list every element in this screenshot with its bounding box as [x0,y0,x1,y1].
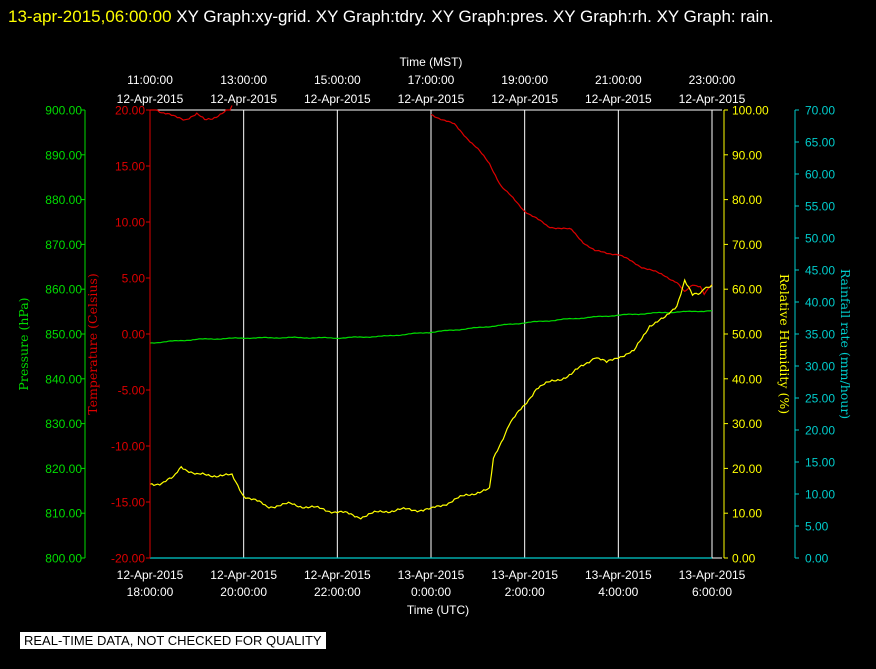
humidity-tick-label: 10.00 [732,507,762,521]
rainfall-tick-label: 40.00 [805,296,835,310]
top-tick-time: 15:00:00 [314,73,361,87]
top-tick-time: 19:00:00 [501,73,548,87]
rainfall-tick-label: 10.00 [805,488,835,502]
top-tick-date: 12-Apr-2015 [117,92,184,106]
top-tick-date: 12-Apr-2015 [679,92,746,106]
humidity-tick-label: 70.00 [732,238,762,252]
bottom-tick-time: 22:00:00 [314,585,361,599]
top-axis-title: Time (MST) [400,55,463,69]
temperature-tick-label: 15.00 [115,160,145,174]
temperature-tick-label: 0.00 [122,328,146,342]
bottom-tick-date: 13-Apr-2015 [585,568,652,582]
rainfall-tick-label: 25.00 [805,392,835,406]
top-tick-date: 12-Apr-2015 [210,92,277,106]
bottom-tick-time: 4:00:00 [598,585,638,599]
bottom-tick-date: 13-Apr-2015 [491,568,558,582]
bottom-tick-time: 2:00:00 [505,585,545,599]
humidity-axis-title: Relative Humidity (%) [777,274,792,414]
temperature-tick-label: -15.00 [111,496,145,510]
temperature-series-line [150,105,233,121]
temperature-tick-label: 5.00 [122,272,146,286]
top-tick-time: 17:00:00 [408,73,455,87]
temperature-tick-label: 10.00 [115,216,145,230]
top-tick-date: 12-Apr-2015 [585,92,652,106]
top-tick-time: 23:00:00 [689,73,736,87]
humidity-tick-label: 0.00 [732,552,756,566]
rainfall-tick-label: 0.00 [805,552,829,566]
top-tick-date: 12-Apr-2015 [491,92,558,106]
top-tick-time: 21:00:00 [595,73,642,87]
pressure-tick-label: 810.00 [45,507,82,521]
rainfall-tick-label: 70.00 [805,104,835,118]
temperature-axis-title: Temperature (Celsius) [85,273,100,414]
pressure-axis-title: Pressure (hPa) [16,297,31,390]
bottom-tick-time: 6:00:00 [692,585,732,599]
pressure-tick-label: 830.00 [45,417,82,431]
graph-header: 13-apr-2015,06:00:00 XY Graph:xy-grid. X… [8,3,868,31]
top-tick-time: 13:00:00 [220,73,267,87]
humidity-tick-label: 80.00 [732,193,762,207]
rainfall-tick-label: 5.00 [805,520,829,534]
plot-frame [149,109,722,559]
graph-list: XY Graph:xy-grid. XY Graph:tdry. XY Grap… [171,7,774,26]
pressure-tick-label: 880.00 [45,193,82,207]
bottom-tick-date: 13-Apr-2015 [398,568,465,582]
pressure-tick-label: 820.00 [45,462,82,476]
humidity-tick-label: 40.00 [732,372,762,386]
rainfall-tick-label: 45.00 [805,264,835,278]
pressure-tick-label: 800.00 [45,552,82,566]
bottom-tick-time: 18:00:00 [127,585,174,599]
bottom-tick-date: 12-Apr-2015 [117,568,184,582]
rainfall-axis-title: Rainfall rate (mm/hour) [838,269,853,419]
timestamp: 13-apr-2015,06:00:00 [8,7,172,26]
top-tick-date: 12-Apr-2015 [398,92,465,106]
pressure-tick-label: 900.00 [45,104,82,118]
temperature-tick-label: -5.00 [118,384,146,398]
pressure-tick-label: 860.00 [45,283,82,297]
humidity-tick-label: 20.00 [732,462,762,476]
rainfall-tick-label: 60.00 [805,168,835,182]
rainfall-tick-label: 15.00 [805,456,835,470]
bottom-tick-time: 0:00:00 [411,585,451,599]
humidity-tick-label: 50.00 [732,328,762,342]
pressure-series-line [149,310,713,344]
temperature-tick-label: -10.00 [111,440,145,454]
rainfall-tick-label: 55.00 [805,200,835,214]
temperature-tick-label: 20.00 [115,104,145,118]
humidity-tick-label: 100.00 [732,104,769,118]
bottom-tick-date: 12-Apr-2015 [210,568,277,582]
temperature-series-line [430,113,713,296]
rainfall-tick-label: 20.00 [805,424,835,438]
rainfall-tick-label: 35.00 [805,328,835,342]
chart-axes: 11:00:00 12-Apr-2015 13:00:00 12-Apr-2015 15… [16,55,853,617]
rainfall-tick-label: 50.00 [805,232,835,246]
rainfall-tick-label: 65.00 [805,136,835,150]
humidity-tick-label: 30.00 [732,417,762,431]
humidity-tick-label: 60.00 [732,283,762,297]
bottom-axis-title: Time (UTC) [407,603,469,617]
pressure-tick-label: 870.00 [45,238,82,252]
bottom-tick-date: 12-Apr-2015 [304,568,371,582]
pressure-tick-label: 890.00 [45,148,82,162]
pressure-tick-label: 850.00 [45,328,82,342]
pressure-tick-label: 840.00 [45,372,82,386]
chart-series [149,105,713,559]
temperature-tick-label: -20.00 [111,552,145,566]
top-tick-time: 11:00:00 [127,73,173,87]
top-tick-date: 12-Apr-2015 [304,92,371,106]
quality-notice: REAL-TIME DATA, NOT CHECKED FOR QUALITY [20,632,326,649]
rainfall-tick-label: 30.00 [805,360,835,374]
humidity-tick-label: 90.00 [732,148,762,162]
bottom-tick-time: 20:00:00 [220,585,267,599]
chart-grid [149,110,713,558]
humidity-series-line [149,278,713,520]
bottom-tick-date: 13-Apr-2015 [679,568,746,582]
